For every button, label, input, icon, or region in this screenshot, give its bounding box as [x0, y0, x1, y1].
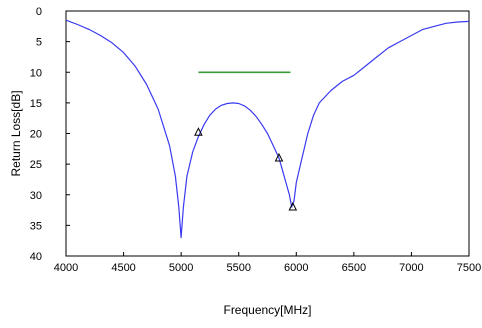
- y-tick-label-0: 0: [36, 6, 42, 18]
- marker-layer: [194, 127, 298, 211]
- marker-1: [274, 152, 284, 162]
- x-tick-label-5: 6500: [342, 262, 366, 274]
- x-tick-label-6: 7000: [399, 262, 423, 274]
- x-tick-label-2: 5000: [169, 262, 193, 274]
- x-axis-label: Frequency[MHz]: [223, 303, 311, 317]
- y-tick-label-6: 30: [30, 190, 42, 202]
- marker-2: [288, 201, 298, 211]
- y-axis: 0 5 10 15 20 25 30 35 40: [30, 6, 70, 263]
- x-axis: 4000 4500 5000 5500 6000 6500 7000 7500: [54, 252, 481, 274]
- y-axis-label: Return Loss[dB]: [9, 90, 23, 176]
- series-line-0: [65, 19, 470, 239]
- x-tick-label-0: 4000: [54, 262, 78, 274]
- x-tick-label-3: 5500: [226, 262, 250, 274]
- x-tick-label-1: 4500: [111, 262, 135, 274]
- y-tick-label-1: 5: [36, 37, 42, 49]
- y-tick-label-5: 25: [30, 159, 42, 171]
- y-tick-label-2: 10: [30, 67, 42, 79]
- marker-0: [194, 127, 203, 136]
- x-tick-label-4: 6000: [284, 262, 308, 274]
- x-tick-label-7: 7500: [457, 262, 481, 274]
- y-tick-label-4: 20: [30, 129, 42, 141]
- series-layer: [65, 19, 470, 239]
- y-tick-label-7: 35: [30, 220, 42, 232]
- y-tick-label-3: 15: [30, 98, 42, 110]
- y-tick-label-8: 40: [30, 251, 42, 263]
